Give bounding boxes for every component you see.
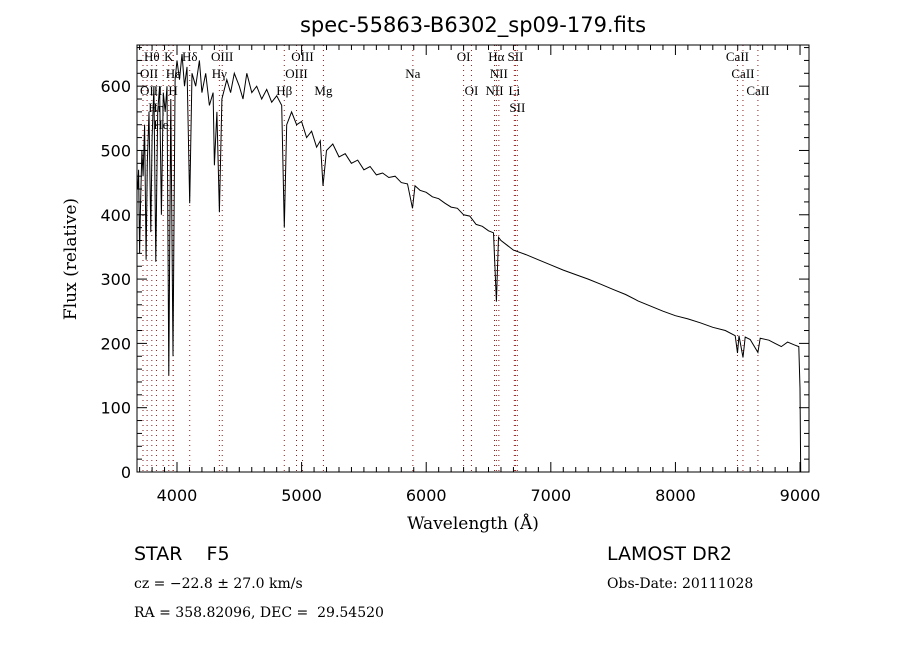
y-tick-label: 100 [100, 399, 131, 418]
line-label: Hγ [212, 66, 227, 81]
x-tick-label: 6000 [406, 486, 447, 505]
object-class: STAR F5 [134, 543, 230, 565]
line-label: Li [509, 83, 521, 98]
line-label: Hε [166, 66, 181, 81]
line-label: K [164, 49, 174, 64]
line-label: CaII [731, 66, 754, 81]
line-label: OIII [140, 83, 162, 98]
line-label: OI [457, 49, 471, 64]
line-label: Hα [488, 49, 504, 64]
survey-name: LAMOST DR2 [607, 543, 732, 565]
line-label: CaII [726, 49, 749, 64]
line-label: HeI [153, 117, 173, 132]
line-label: Hη [148, 100, 164, 115]
y-tick-label: 500 [100, 141, 131, 160]
y-axis-label: Flux (relative) [61, 198, 81, 320]
line-label: Na [405, 66, 420, 81]
line-markers [142, 45, 759, 472]
x-tick-label: 9000 [780, 486, 821, 505]
line-label: NII [486, 83, 504, 98]
y-tick-label: 600 [100, 77, 131, 96]
chart-title: spec-55863-B6302_sp09-179.fits [300, 13, 646, 38]
line-label: Hδ [182, 49, 198, 64]
x-tick-label: 7000 [530, 486, 571, 505]
line-label: OII [140, 66, 158, 81]
x-tick-label: 8000 [655, 486, 696, 505]
obs-date: Obs-Date: 20111028 [607, 576, 753, 592]
spectrum-line [137, 53, 802, 473]
plot-frame [136, 44, 810, 473]
line-label: OIII [291, 49, 313, 64]
line-label: CaII [746, 83, 769, 98]
axis-ticks: 4000 5000 6000 7000 8000 9000 0 100 200 300 400 500… [100, 45, 820, 505]
x-tick-label: 4000 [157, 486, 198, 505]
line-label: Hθ [144, 49, 160, 64]
line-label: OIII [211, 49, 233, 64]
line-label: NII [490, 66, 508, 81]
line-label: OI [465, 83, 479, 98]
line-label: Hβ [276, 83, 292, 98]
line-label: H [168, 83, 177, 98]
y-tick-label: 400 [100, 206, 131, 225]
x-axis-label: Wavelength (Å) [407, 513, 539, 534]
x-tick-label: 5000 [281, 486, 322, 505]
line-label: SII [509, 100, 525, 115]
line-label: OIII [285, 66, 307, 81]
y-tick-label: 300 [100, 270, 131, 289]
line-label: SII [508, 49, 524, 64]
y-tick-label: 200 [100, 334, 131, 353]
coordinates: RA = 358.82096, DEC = 29.54520 [134, 605, 384, 621]
redshift-text: cz = −22.8 ± 27.0 km/s [134, 576, 303, 592]
y-tick-label: 0 [121, 463, 131, 482]
line-label: Mg [314, 83, 333, 98]
